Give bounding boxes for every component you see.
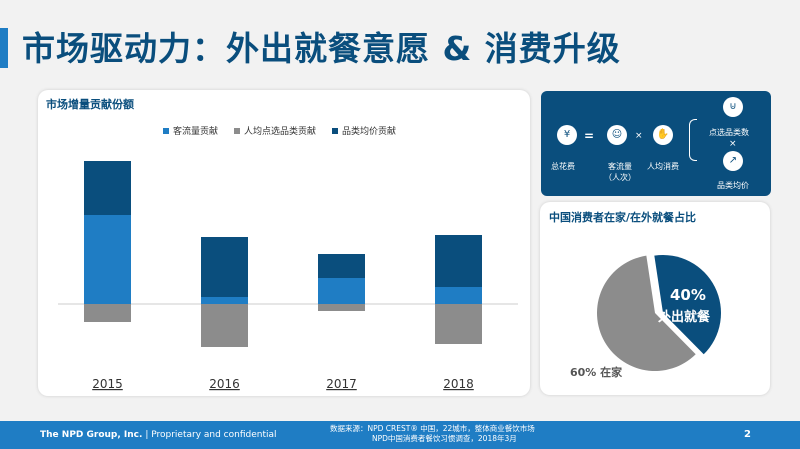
times-sign-2: ×	[729, 139, 737, 149]
equals-sign: =	[584, 129, 595, 143]
bar-2018-0	[435, 287, 482, 304]
formula-per-capita: 人均消费	[647, 162, 679, 171]
bar-2016-0	[201, 297, 248, 304]
pie-chart	[597, 255, 721, 371]
bar-2017-1	[318, 304, 365, 311]
bar-2018-1	[435, 304, 482, 344]
times-sign: ×	[635, 131, 643, 141]
footer-source: 数据来源：NPD CREST® 中国，22城市，整体商业餐饮市场 NPD中国消费者…	[330, 424, 535, 443]
x-tick-label: 2015	[92, 377, 123, 391]
legend-item-items: 人均点选品类贡献	[234, 124, 316, 137]
spending-formula-panel: ¥ 总花费 = ☺ 客流量 （人次） × ✋ 人均消费 ⊍ 点选品类数 × ↗ 品…	[541, 91, 771, 196]
bar-chart: 2015 2016 2017 2018	[58, 161, 518, 391]
bar-2015-2	[84, 161, 131, 215]
eat-out-label: 外出就餐	[658, 310, 711, 325]
money-icon: ¥	[557, 125, 577, 145]
bar-2017-2	[318, 254, 365, 278]
page-number: 2	[744, 429, 751, 440]
bar-2015-0	[84, 215, 131, 304]
eat-out-percent: 40%	[670, 286, 706, 304]
home-label: 60% 在家	[570, 366, 623, 379]
footer-company: The NPD Group, Inc. | Proprietary and co…	[40, 430, 277, 440]
bar-2016-2	[201, 237, 248, 297]
title-accent-bar	[0, 28, 8, 68]
formula-traffic: 客流量 （人次）	[604, 162, 636, 182]
x-tick-label: 2017	[326, 377, 357, 391]
formula-price: 品类均价	[717, 181, 749, 190]
pie-slice-home	[597, 255, 696, 371]
legend-item-traffic: 客流量贡献	[163, 124, 218, 137]
basket-icon: ⊍	[723, 97, 743, 117]
bar-2018-2	[435, 235, 482, 287]
growth-chart-icon: ↗	[723, 151, 743, 171]
pie-title: 中国消费者在家/在外就餐占比	[549, 211, 697, 224]
market-contribution-chart-card: 市场增量贡献份额 客流量贡献 人均点选品类贡献 品类均价贡献 2015 2016 2…	[38, 90, 530, 396]
bar-2015-1	[84, 304, 131, 322]
x-tick-label: 2016	[209, 377, 240, 391]
brace	[689, 119, 697, 161]
people-icon: ☺	[607, 125, 627, 145]
formula-total: 总花费	[551, 162, 575, 171]
x-tick-label: 2018	[443, 377, 474, 391]
bar-2016-1	[201, 304, 248, 347]
pie-slice-eat-out	[654, 255, 721, 355]
dining-share-pie-card: 中国消费者在家/在外就餐占比 40% 外出就餐 60% 在家	[540, 202, 770, 395]
footer: The NPD Group, Inc. | Proprietary and co…	[0, 421, 800, 449]
chart-legend: 客流量贡献 人均点选品类贡献 品类均价贡献	[163, 124, 396, 137]
formula-items: 点选品类数	[709, 128, 749, 137]
legend-item-price: 品类均价贡献	[332, 124, 396, 137]
chart-title: 市场增量贡献份额	[46, 98, 134, 111]
page-title: 市场驱动力：外出就餐意愿 & 消费升级	[22, 29, 621, 68]
bar-2017-0	[318, 278, 365, 304]
hand-payment-icon: ✋	[653, 125, 673, 145]
